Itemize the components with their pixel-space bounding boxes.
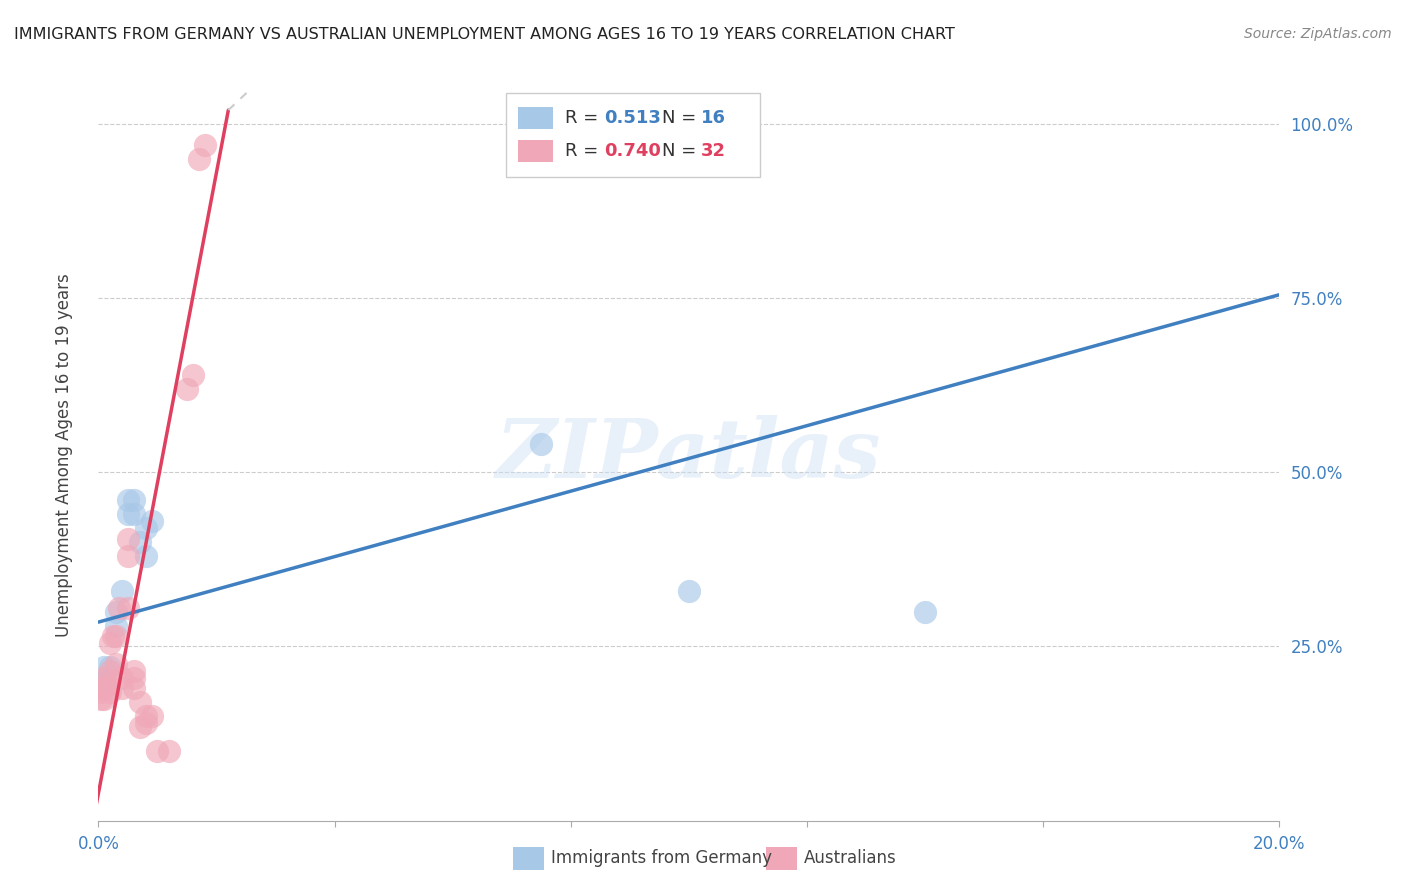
Point <box>98 664 121 678</box>
Point <box>117 549 139 563</box>
Point <box>146 744 169 758</box>
FancyBboxPatch shape <box>517 108 553 129</box>
Point <box>122 681 145 696</box>
Point <box>117 507 139 521</box>
Point <box>135 521 157 535</box>
Point <box>187 152 209 166</box>
Text: 16: 16 <box>700 110 725 128</box>
Point <box>157 744 180 758</box>
FancyBboxPatch shape <box>517 140 553 162</box>
Point <box>111 681 134 696</box>
Point <box>105 629 128 643</box>
Point <box>93 674 115 689</box>
Point <box>128 720 150 734</box>
Point <box>135 549 157 563</box>
Point <box>90 691 112 706</box>
Point <box>90 685 112 699</box>
Point <box>117 601 139 615</box>
Point <box>141 709 163 723</box>
Text: 32: 32 <box>700 143 725 161</box>
Point <box>135 709 157 723</box>
Point <box>122 493 145 508</box>
Point <box>103 629 125 643</box>
Point <box>914 605 936 619</box>
Y-axis label: Unemployment Among Ages 16 to 19 years: Unemployment Among Ages 16 to 19 years <box>55 273 73 637</box>
Point <box>678 583 700 598</box>
Text: R =: R = <box>565 143 605 161</box>
Text: Australians: Australians <box>804 849 897 867</box>
Text: N =: N = <box>662 143 702 161</box>
Point <box>194 137 217 152</box>
Text: Immigrants from Germany: Immigrants from Germany <box>551 849 772 867</box>
Point <box>122 671 145 685</box>
Text: IMMIGRANTS FROM GERMANY VS AUSTRALIAN UNEMPLOYMENT AMONG AGES 16 TO 19 YEARS COR: IMMIGRANTS FROM GERMANY VS AUSTRALIAN UN… <box>14 27 955 42</box>
Point <box>128 535 150 549</box>
Point <box>117 493 139 508</box>
Text: ZIPatlas: ZIPatlas <box>496 415 882 495</box>
Point <box>93 671 115 685</box>
Point <box>128 695 150 709</box>
Text: R =: R = <box>565 110 605 128</box>
Point <box>98 636 121 650</box>
Text: 0.513: 0.513 <box>605 110 661 128</box>
Text: 0.740: 0.740 <box>605 143 661 161</box>
FancyBboxPatch shape <box>506 93 759 177</box>
Point <box>122 664 145 678</box>
Point <box>530 437 553 451</box>
Point <box>111 583 134 598</box>
Point <box>176 382 198 396</box>
Point <box>96 678 118 692</box>
Point <box>135 716 157 731</box>
Point <box>105 605 128 619</box>
Point <box>122 507 145 521</box>
Text: N =: N = <box>662 110 702 128</box>
Point <box>108 601 131 615</box>
Point <box>181 368 204 382</box>
Point <box>93 681 115 696</box>
Point <box>105 618 128 632</box>
Point <box>98 660 121 674</box>
Point <box>93 660 115 674</box>
Point <box>111 671 134 685</box>
Point <box>141 514 163 528</box>
Point <box>93 691 115 706</box>
Point <box>117 532 139 546</box>
Point <box>98 685 121 699</box>
Point <box>105 657 128 671</box>
Text: Source: ZipAtlas.com: Source: ZipAtlas.com <box>1244 27 1392 41</box>
